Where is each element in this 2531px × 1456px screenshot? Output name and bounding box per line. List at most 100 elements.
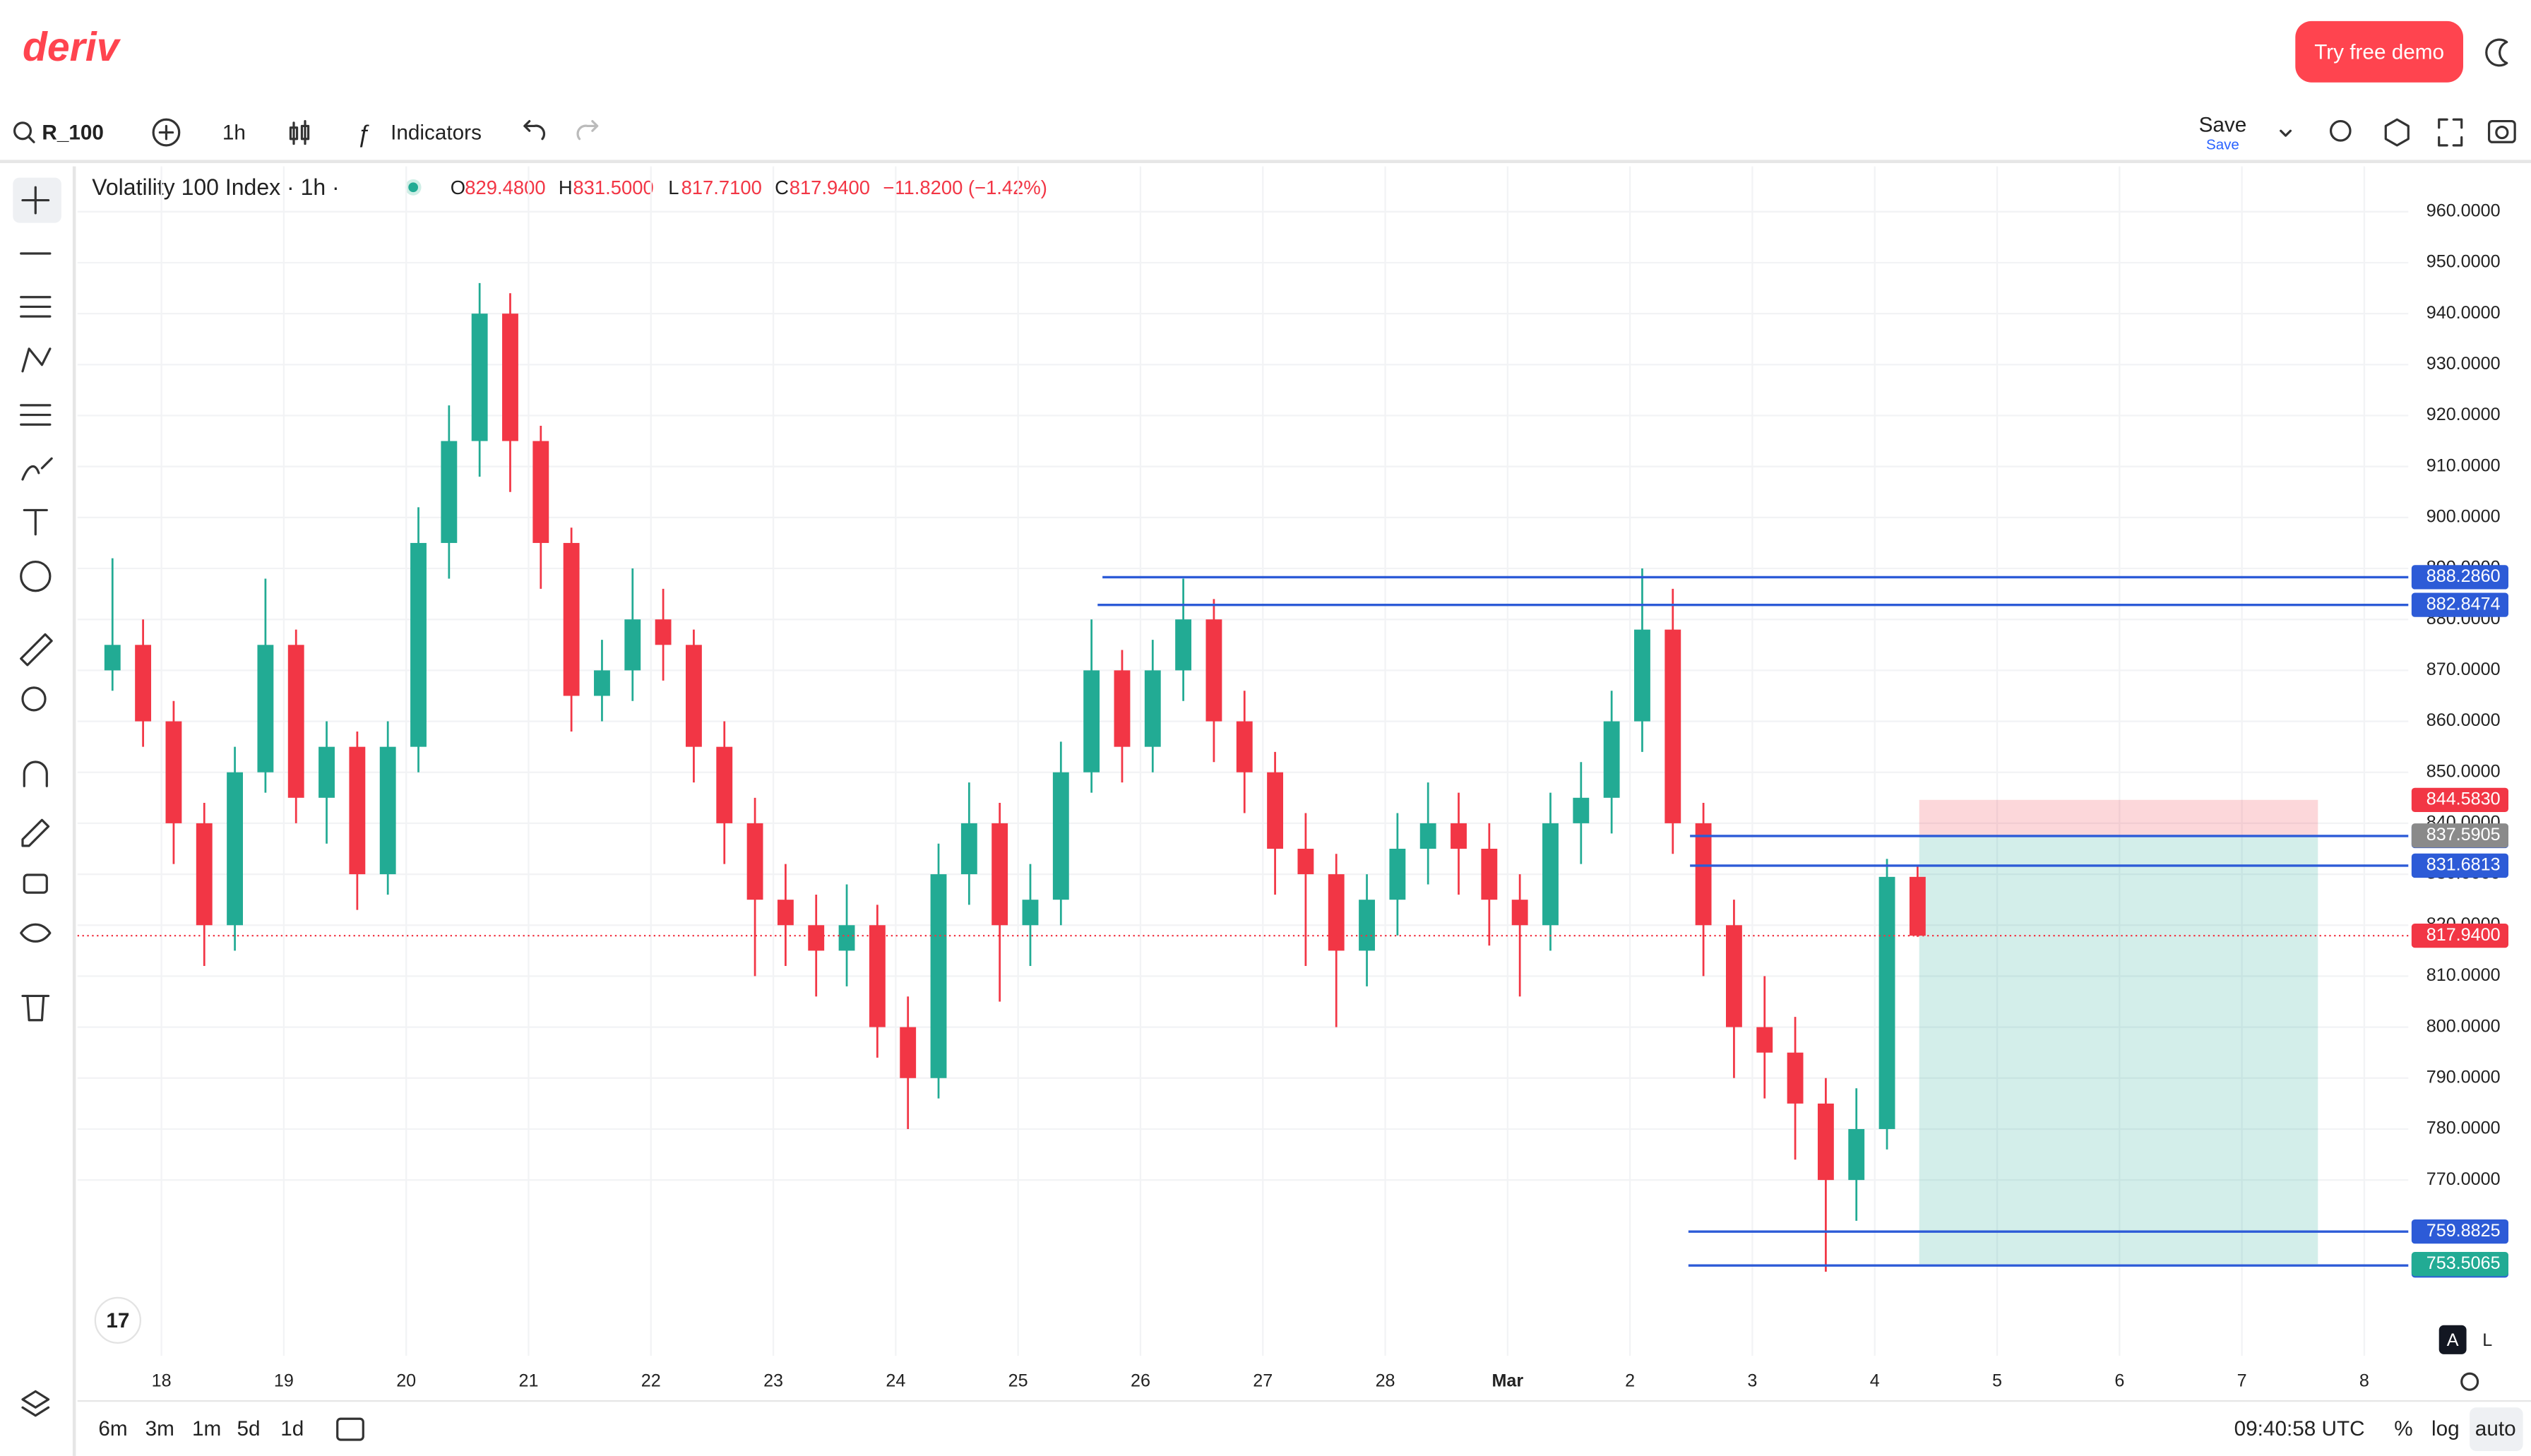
- add-icon[interactable]: [152, 118, 181, 147]
- line-price-label: 888.2860: [2426, 566, 2501, 586]
- tv-logo-mark: 17: [106, 1309, 129, 1332]
- candle-body: [930, 874, 947, 1078]
- period[interactable]: 5d: [237, 1417, 260, 1440]
- candle-body: [716, 746, 733, 823]
- brush-tool[interactable]: [21, 457, 53, 481]
- zoom-icon[interactable]: [2329, 119, 2352, 142]
- settings-icon[interactable]: [2384, 118, 2410, 147]
- lock-draw-tool[interactable]: [21, 818, 50, 847]
- line-price-label: 882.8474: [2426, 594, 2501, 614]
- tv-logo[interactable]: [94, 1296, 141, 1344]
- screenshot-icon: [2495, 125, 2509, 140]
- y-tick-label: 790.0000: [2426, 1067, 2501, 1087]
- candle-body: [1664, 629, 1681, 823]
- x-tick-label: 3: [1747, 1371, 1757, 1390]
- scale-option[interactable]: log: [2431, 1417, 2460, 1440]
- line-price-label: 759.8825: [2426, 1221, 2501, 1241]
- crosshair-tool[interactable]: [21, 186, 50, 215]
- candle-body: [1267, 772, 1284, 849]
- cta-button[interactable]: [2295, 20, 2463, 83]
- y-tick-label: 770.0000: [2426, 1169, 2501, 1189]
- scale-option[interactable]: %: [2394, 1417, 2412, 1440]
- y-tick-label: 920.0000: [2426, 405, 2501, 424]
- candle-body: [1909, 876, 1926, 936]
- badge[interactable]: L: [2482, 1330, 2492, 1350]
- save-menu[interactable]: [2280, 129, 2292, 137]
- ohlc-key: L: [668, 177, 679, 198]
- indicators[interactable]: Indicators: [391, 121, 482, 145]
- candle-body: [349, 746, 366, 875]
- candle-body: [900, 1027, 917, 1078]
- candle-body: [1695, 823, 1712, 926]
- y-tick-label: 870.0000: [2426, 660, 2501, 679]
- period[interactable]: 1m: [192, 1417, 221, 1440]
- line-price-label-bg: [2411, 1219, 2508, 1244]
- chart-type-icon[interactable]: [289, 119, 310, 145]
- x-tick-label: 22: [641, 1371, 661, 1390]
- y-tick-label: 940.0000: [2426, 303, 2501, 323]
- undo[interactable]: [523, 119, 546, 141]
- x-tick-label: 20: [396, 1371, 416, 1390]
- y-tick-label: 860.0000: [2426, 710, 2501, 730]
- search-icon[interactable]: [13, 121, 32, 141]
- magnet-tool[interactable]: [23, 760, 48, 787]
- symbol[interactable]: R_100: [42, 121, 104, 145]
- theme-toggle[interactable]: [2485, 38, 2508, 67]
- ohlc-value: 831.5000: [573, 177, 653, 198]
- candle-body: [471, 314, 488, 441]
- badge[interactable]: A: [2447, 1330, 2459, 1350]
- lock-tool[interactable]: [23, 873, 48, 894]
- line-price-label: 831.6813: [2426, 855, 2501, 875]
- period[interactable]: 3m: [145, 1417, 174, 1440]
- scale-active[interactable]: [2470, 1407, 2523, 1451]
- period[interactable]: 1d: [280, 1417, 304, 1440]
- redo[interactable]: [576, 119, 599, 141]
- candle-body: [441, 441, 458, 543]
- logo[interactable]: deriv: [23, 25, 121, 70]
- y-tick-label: 950.0000: [2426, 252, 2501, 272]
- ohlc-value: 817.7100: [681, 177, 762, 198]
- candle-body: [1542, 823, 1559, 926]
- candle-body: [104, 645, 121, 671]
- y-tick-label: 960.0000: [2426, 201, 2501, 220]
- x-tick-label: Mar: [1491, 1371, 1523, 1390]
- candle-body: [1511, 900, 1528, 926]
- interval[interactable]: 1h: [222, 121, 246, 145]
- x-tick-label: 6: [2114, 1371, 2124, 1390]
- screenshot-icon[interactable]: [2487, 119, 2516, 143]
- scale-option[interactable]: auto: [2475, 1417, 2516, 1440]
- candle-body: [196, 823, 213, 926]
- y-tick-label: 780.0000: [2426, 1118, 2501, 1138]
- zoom-tool[interactable]: [21, 686, 47, 712]
- x-tick-label: 18: [152, 1371, 172, 1390]
- period[interactable]: 6m: [98, 1417, 127, 1440]
- x-tick-label: 27: [1253, 1371, 1273, 1390]
- visibility-tool[interactable]: [20, 923, 52, 943]
- stop-zone: [1919, 799, 2318, 836]
- ruler-tool[interactable]: [20, 633, 53, 667]
- save[interactable]: Save: [2199, 113, 2247, 136]
- candle-body: [808, 925, 825, 951]
- emoji-tool[interactable]: [20, 560, 52, 592]
- pattern-tool[interactable]: [21, 347, 52, 373]
- fx-icon[interactable]: ƒ: [357, 121, 370, 148]
- x-tick-label: 28: [1376, 1371, 1395, 1390]
- text-tool[interactable]: [23, 508, 48, 536]
- candle-body: [838, 925, 855, 951]
- cta-label[interactable]: Try free demo: [2314, 40, 2444, 64]
- candle-body: [1878, 876, 1895, 1129]
- delete-tool[interactable]: [21, 994, 50, 1022]
- ohlc-key: O: [451, 177, 465, 198]
- axis-settings[interactable]: [2460, 1372, 2479, 1391]
- fullscreen-icon[interactable]: [2438, 118, 2463, 147]
- layers-icon[interactable]: [21, 1390, 50, 1417]
- channel-tool[interactable]: [20, 296, 52, 318]
- fib-tool[interactable]: [20, 404, 52, 426]
- candle-body: [1114, 670, 1131, 747]
- target-label: 753.5065: [2426, 1253, 2501, 1273]
- badge-bg[interactable]: [2438, 1325, 2467, 1354]
- x-tick-label: 23: [763, 1371, 783, 1390]
- date-range-icon[interactable]: [336, 1417, 364, 1441]
